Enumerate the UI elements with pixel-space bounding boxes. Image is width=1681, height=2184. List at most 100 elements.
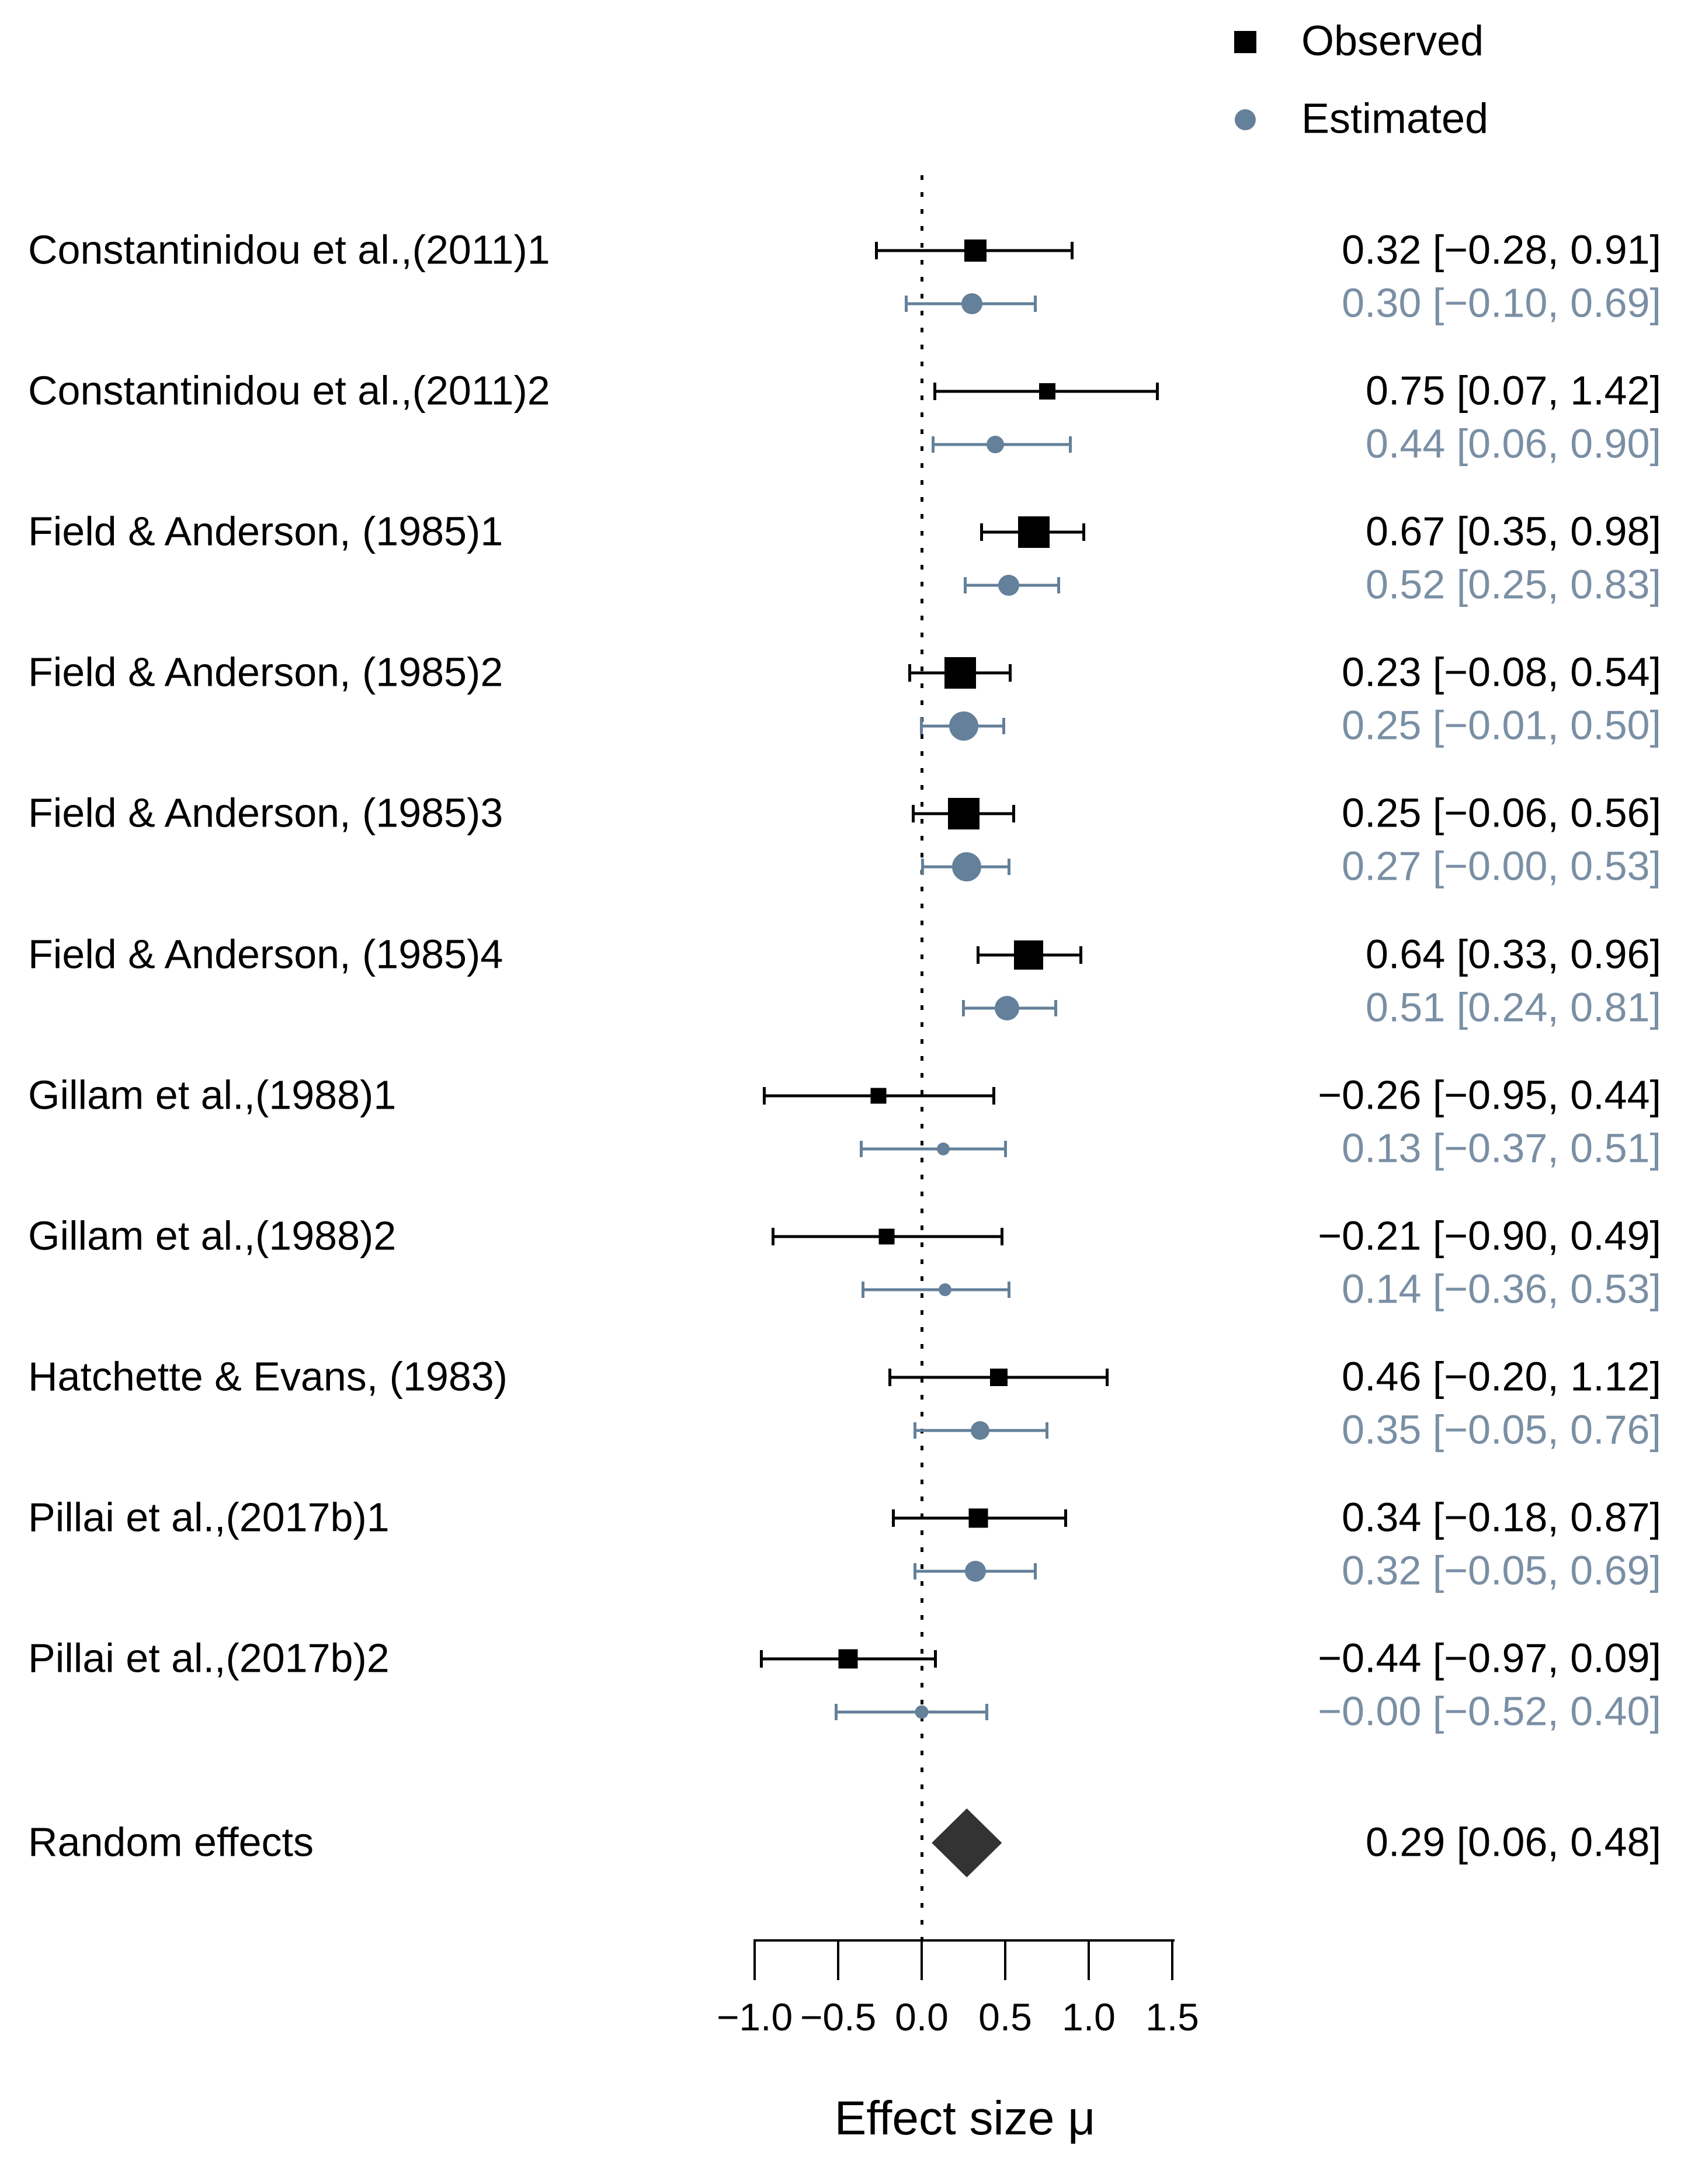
estimated-errorbar-cap-right (1046, 1422, 1049, 1439)
axis-tick (1088, 1939, 1090, 1980)
estimated-errorbar-cap-right (1054, 999, 1057, 1016)
observed-errorbar-cap-right (1156, 383, 1159, 401)
axis-tick-label: 0.0 (895, 1995, 949, 2039)
observed-errorbar-cap-right (992, 1086, 995, 1105)
estimated-errorbar-cap-left (862, 1281, 865, 1298)
estimated-marker (952, 852, 982, 882)
observed-value: 0.64 [0.33, 0.96] (1366, 930, 1661, 977)
observed-value: 0.23 [−0.08, 0.54] (1342, 649, 1661, 695)
summary-diamond (932, 1808, 1002, 1877)
estimated-errorbar-cap-left (860, 1140, 863, 1157)
estimated-errorbar-cap-left (932, 436, 935, 453)
observed-marker (964, 239, 987, 262)
observed-marker (947, 798, 980, 830)
study-label: Gillam et al.,(1988)2 (28, 1213, 397, 1259)
observed-errorbar-cap-left (980, 523, 984, 541)
estimated-value: 0.32 [−0.05, 0.69] (1342, 1547, 1661, 1593)
axis-tick (1171, 1939, 1173, 1980)
estimated-value: −0.00 [−0.52, 0.40] (1318, 1688, 1661, 1734)
axis-tick (921, 1939, 923, 1980)
axis-tick (837, 1939, 839, 1980)
estimated-errorbar (862, 1281, 1010, 1298)
estimated-value: 0.25 [−0.01, 0.50] (1342, 702, 1661, 748)
observed-value: 0.25 [−0.06, 0.56] (1342, 790, 1661, 836)
estimated-errorbar-cap-left (835, 1704, 838, 1720)
estimated-marker (949, 711, 978, 741)
axis-tick-label: 1.0 (1062, 1995, 1116, 2039)
summary-value: 0.29 [0.06, 0.48] (1366, 1819, 1661, 1865)
observed-marker (989, 1368, 1008, 1386)
legend-estimated-label: Estimated (1301, 95, 1489, 143)
axis-tick (753, 1939, 756, 1980)
estimated-marker (915, 1705, 929, 1719)
estimated-marker (971, 1421, 990, 1440)
estimated-errorbar-cap-left (913, 1563, 916, 1579)
estimated-marker (964, 1560, 986, 1582)
estimated-errorbar-line (862, 1288, 1010, 1291)
estimated-value: 0.13 [−0.37, 0.51] (1342, 1124, 1661, 1171)
observed-errorbar-cap-right (1082, 523, 1086, 541)
estimated-errorbar-cap-left (961, 999, 965, 1016)
estimated-errorbar-line (860, 1147, 1007, 1151)
axis-tick (1004, 1939, 1006, 1980)
estimated-marker (998, 575, 1019, 596)
observed-errorbar-cap-left (874, 242, 878, 259)
summary-row-label: Random effects (28, 1819, 314, 1865)
estimated-marker (937, 1142, 950, 1155)
observed-value: −0.26 [−0.95, 0.44] (1318, 1071, 1661, 1117)
observed-value: 0.75 [0.07, 1.42] (1366, 367, 1661, 414)
axis-tick-label: −0.5 (800, 1995, 877, 2039)
zero-reference-line (921, 175, 923, 1939)
axis-tick-label: 0.5 (978, 1995, 1032, 2039)
observed-errorbar-cap-left (763, 1086, 766, 1105)
observed-errorbar-cap-right (1071, 242, 1074, 259)
observed-errorbar-cap-right (1079, 946, 1082, 964)
study-label: Field & Anderson, (1985)4 (28, 930, 503, 977)
observed-marker (1014, 940, 1044, 970)
estimated-errorbar (860, 1140, 1007, 1157)
estimated-errorbar-cap-left (921, 859, 924, 876)
observed-marker (878, 1228, 895, 1245)
observed-value: 0.34 [−0.18, 0.87] (1342, 1494, 1661, 1540)
estimated-value: 0.52 [0.25, 0.83] (1366, 561, 1661, 607)
estimated-value: 0.44 [0.06, 0.90] (1366, 421, 1661, 467)
estimated-errorbar-line (835, 1710, 989, 1714)
estimated-errorbar (835, 1704, 989, 1720)
observed-value: −0.44 [−0.97, 0.09] (1318, 1635, 1661, 1681)
estimated-circle-icon (1235, 109, 1256, 130)
estimated-value: 0.14 [−0.36, 0.53] (1342, 1266, 1661, 1312)
observed-errorbar-cap-left (911, 805, 915, 823)
observed-errorbar-cap-left (933, 383, 937, 401)
observed-marker (944, 657, 976, 689)
observed-errorbar-cap-left (771, 1227, 774, 1245)
observed-marker (968, 1508, 988, 1528)
observed-errorbar-cap-left (888, 1368, 891, 1386)
observed-value: 0.32 [−0.28, 0.91] (1342, 227, 1661, 273)
study-label: Constantinidou et al.,(2011)1 (28, 227, 550, 273)
study-label: Constantinidou et al.,(2011)2 (28, 367, 550, 414)
study-label: Field & Anderson, (1985)1 (28, 508, 503, 554)
estimated-errorbar-cap-left (920, 718, 923, 735)
study-label: Field & Anderson, (1985)3 (28, 790, 503, 836)
estimated-errorbar-cap-right (1069, 436, 1072, 453)
estimated-marker (961, 293, 982, 314)
observed-errorbar-cap-left (759, 1650, 763, 1668)
observed-errorbar-cap-right (1106, 1368, 1109, 1386)
estimated-marker (994, 995, 1019, 1020)
observed-marker (1017, 516, 1050, 548)
study-label: Pillai et al.,(2017b)1 (28, 1494, 390, 1540)
observed-value: 0.46 [−0.20, 1.12] (1342, 1353, 1661, 1400)
estimated-value: 0.27 [−0.00, 0.53] (1342, 843, 1661, 889)
study-label: Hatchette & Evans, (1983) (28, 1353, 508, 1400)
estimated-errorbar-cap-right (1002, 718, 1005, 735)
estimated-errorbar-cap-right (985, 1704, 989, 1720)
observed-errorbar-cap-right (933, 1650, 937, 1668)
observed-errorbar-cap-left (977, 946, 980, 964)
observed-errorbar-cap-left (891, 1509, 895, 1527)
observed-value: 0.67 [0.35, 0.98] (1366, 508, 1661, 554)
x-axis-line (755, 1939, 1175, 1942)
estimated-errorbar-cap-right (1007, 859, 1010, 876)
estimated-errorbar-cap-right (1034, 296, 1037, 312)
estimated-errorbar-cap-left (963, 577, 967, 594)
